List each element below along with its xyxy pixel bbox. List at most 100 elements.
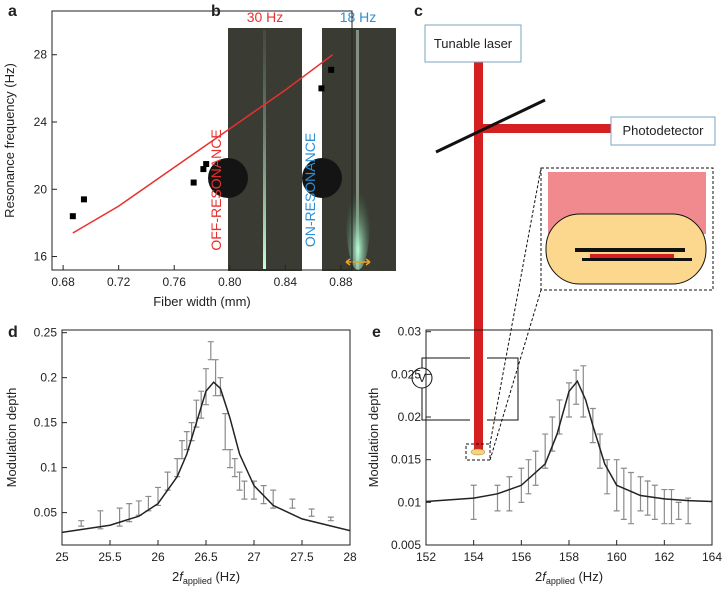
error-bar bbox=[241, 480, 248, 500]
sample bbox=[470, 448, 486, 456]
laser-box bbox=[424, 24, 522, 63]
x-tick-label: 25 bbox=[55, 550, 69, 564]
state-label: ON-RESONANCE bbox=[302, 133, 318, 247]
panel-label: e bbox=[372, 324, 381, 341]
point bbox=[328, 66, 335, 73]
y-tick-label: 16 bbox=[34, 250, 48, 264]
x-tick-label: 0.80 bbox=[218, 275, 242, 289]
y-axis-label: Modulation depth bbox=[4, 388, 19, 488]
electrode bbox=[582, 258, 692, 261]
frequency-label: 18 Hz bbox=[340, 9, 377, 25]
error-bar bbox=[494, 484, 501, 512]
point bbox=[190, 179, 197, 186]
error-bar bbox=[532, 450, 539, 486]
error-bar bbox=[227, 449, 233, 469]
detector-label: Photodetector bbox=[623, 123, 705, 138]
chart: d 25 25.5 26 26.5 27 27.5 28 0.05 0.1 0.15 0.2 0.25 2… bbox=[4, 324, 357, 586]
x-tick-label: 0.88 bbox=[329, 275, 353, 289]
error-bar bbox=[525, 459, 532, 495]
x-tick-label: 156 bbox=[511, 550, 531, 564]
y-tick-label: 0.25 bbox=[34, 326, 58, 340]
panel-b: b 30 Hz 18 Hz OFF-RESONANCE ON-RESONANCE bbox=[208, 3, 396, 271]
error-bar bbox=[289, 498, 296, 509]
error-bar bbox=[97, 510, 104, 530]
y-axis-label: Resonance frequency (Hz) bbox=[2, 63, 17, 218]
x-axis-label: Fiber width (mm) bbox=[153, 294, 251, 309]
x-tick-label: 164 bbox=[702, 550, 722, 564]
error-bar bbox=[174, 458, 181, 478]
plot-frame bbox=[51, 10, 353, 271]
error-bar bbox=[236, 471, 243, 491]
x-tick-label: 0.72 bbox=[107, 275, 131, 289]
error-bar bbox=[627, 471, 634, 525]
error-bar bbox=[203, 368, 209, 406]
laser-beam bbox=[474, 62, 483, 450]
x-tick-label: 0.68 bbox=[51, 275, 75, 289]
chart: e 152 154 156 158 160 162 164 0.005 0.01 0.015 0.02… bbox=[366, 324, 722, 586]
y-tick-label: 0.025 bbox=[391, 367, 421, 381]
error-bar bbox=[637, 476, 644, 512]
x-tick-label: 27.5 bbox=[290, 550, 314, 564]
zoom-lines bbox=[489, 167, 542, 461]
photo-shadow bbox=[302, 158, 342, 198]
x-tick-label: 0.84 bbox=[274, 275, 298, 289]
y-axis-label: Modulation depth bbox=[366, 388, 381, 488]
y-tick-label: 0.05 bbox=[34, 506, 58, 520]
line bbox=[72, 54, 334, 234]
y-tick-label: 0.03 bbox=[398, 325, 422, 339]
error-bar bbox=[308, 508, 315, 517]
error-bar bbox=[675, 501, 682, 521]
fiber-zoom bbox=[590, 254, 674, 258]
plot-frame bbox=[425, 329, 713, 546]
x-tick-label: 0.76 bbox=[163, 275, 187, 289]
plot-area bbox=[62, 341, 350, 534]
y-tick-label: 0.02 bbox=[398, 410, 422, 424]
plot-frame bbox=[61, 329, 351, 546]
fiber bbox=[263, 30, 266, 269]
plot-area bbox=[426, 365, 712, 525]
y-tick-label: 0.01 bbox=[398, 495, 422, 509]
panel-label: a bbox=[8, 3, 17, 20]
panel-c: c Tunable laser Photodetector V bbox=[411, 3, 716, 461]
y-tick-label: 0.015 bbox=[391, 453, 421, 467]
panel-label: d bbox=[8, 324, 18, 341]
voltmeter bbox=[411, 367, 433, 389]
y-tick-label: 0.005 bbox=[391, 538, 421, 552]
x-axis-label-part: f bbox=[542, 569, 547, 584]
error-bar bbox=[573, 369, 580, 405]
error-bar bbox=[685, 497, 692, 525]
error-bar bbox=[327, 516, 334, 522]
x-tick-label: 158 bbox=[559, 550, 579, 564]
error-bar bbox=[506, 476, 513, 512]
line bbox=[62, 381, 350, 534]
electrode bbox=[575, 248, 685, 252]
laser-beam bbox=[478, 124, 611, 133]
error-bar bbox=[231, 458, 238, 478]
x-axis-label-part: applied bbox=[546, 576, 575, 586]
point bbox=[203, 161, 210, 168]
error-bar bbox=[620, 467, 627, 521]
x-tick-label: 28 bbox=[343, 550, 357, 564]
x-tick-label: 26 bbox=[151, 550, 165, 564]
error-bar bbox=[135, 500, 142, 516]
laser-label: Tunable laser bbox=[434, 36, 513, 51]
error-bar bbox=[604, 459, 611, 495]
x-tick-label: 152 bbox=[416, 550, 436, 564]
error-bar bbox=[222, 413, 229, 451]
x-axis-label-part: f bbox=[179, 569, 184, 584]
error-bar bbox=[207, 341, 214, 361]
x-tick-label: 160 bbox=[607, 550, 627, 564]
error-bar bbox=[644, 480, 651, 516]
point bbox=[200, 166, 207, 173]
chart: a 0.68 0.72 0.76 0.80 0.84 0.88 16 20 24 28 Fiber w… bbox=[2, 3, 353, 309]
frequency-label: 30 Hz bbox=[247, 9, 284, 25]
error-bar bbox=[580, 365, 587, 418]
error-bar bbox=[470, 484, 477, 521]
amplitude-arrow bbox=[345, 258, 371, 266]
error-bar bbox=[596, 433, 603, 469]
error-bar bbox=[179, 440, 185, 460]
detector-box bbox=[610, 116, 716, 146]
plot-area bbox=[69, 54, 335, 234]
x-axis-label-part: 2 bbox=[172, 569, 179, 584]
